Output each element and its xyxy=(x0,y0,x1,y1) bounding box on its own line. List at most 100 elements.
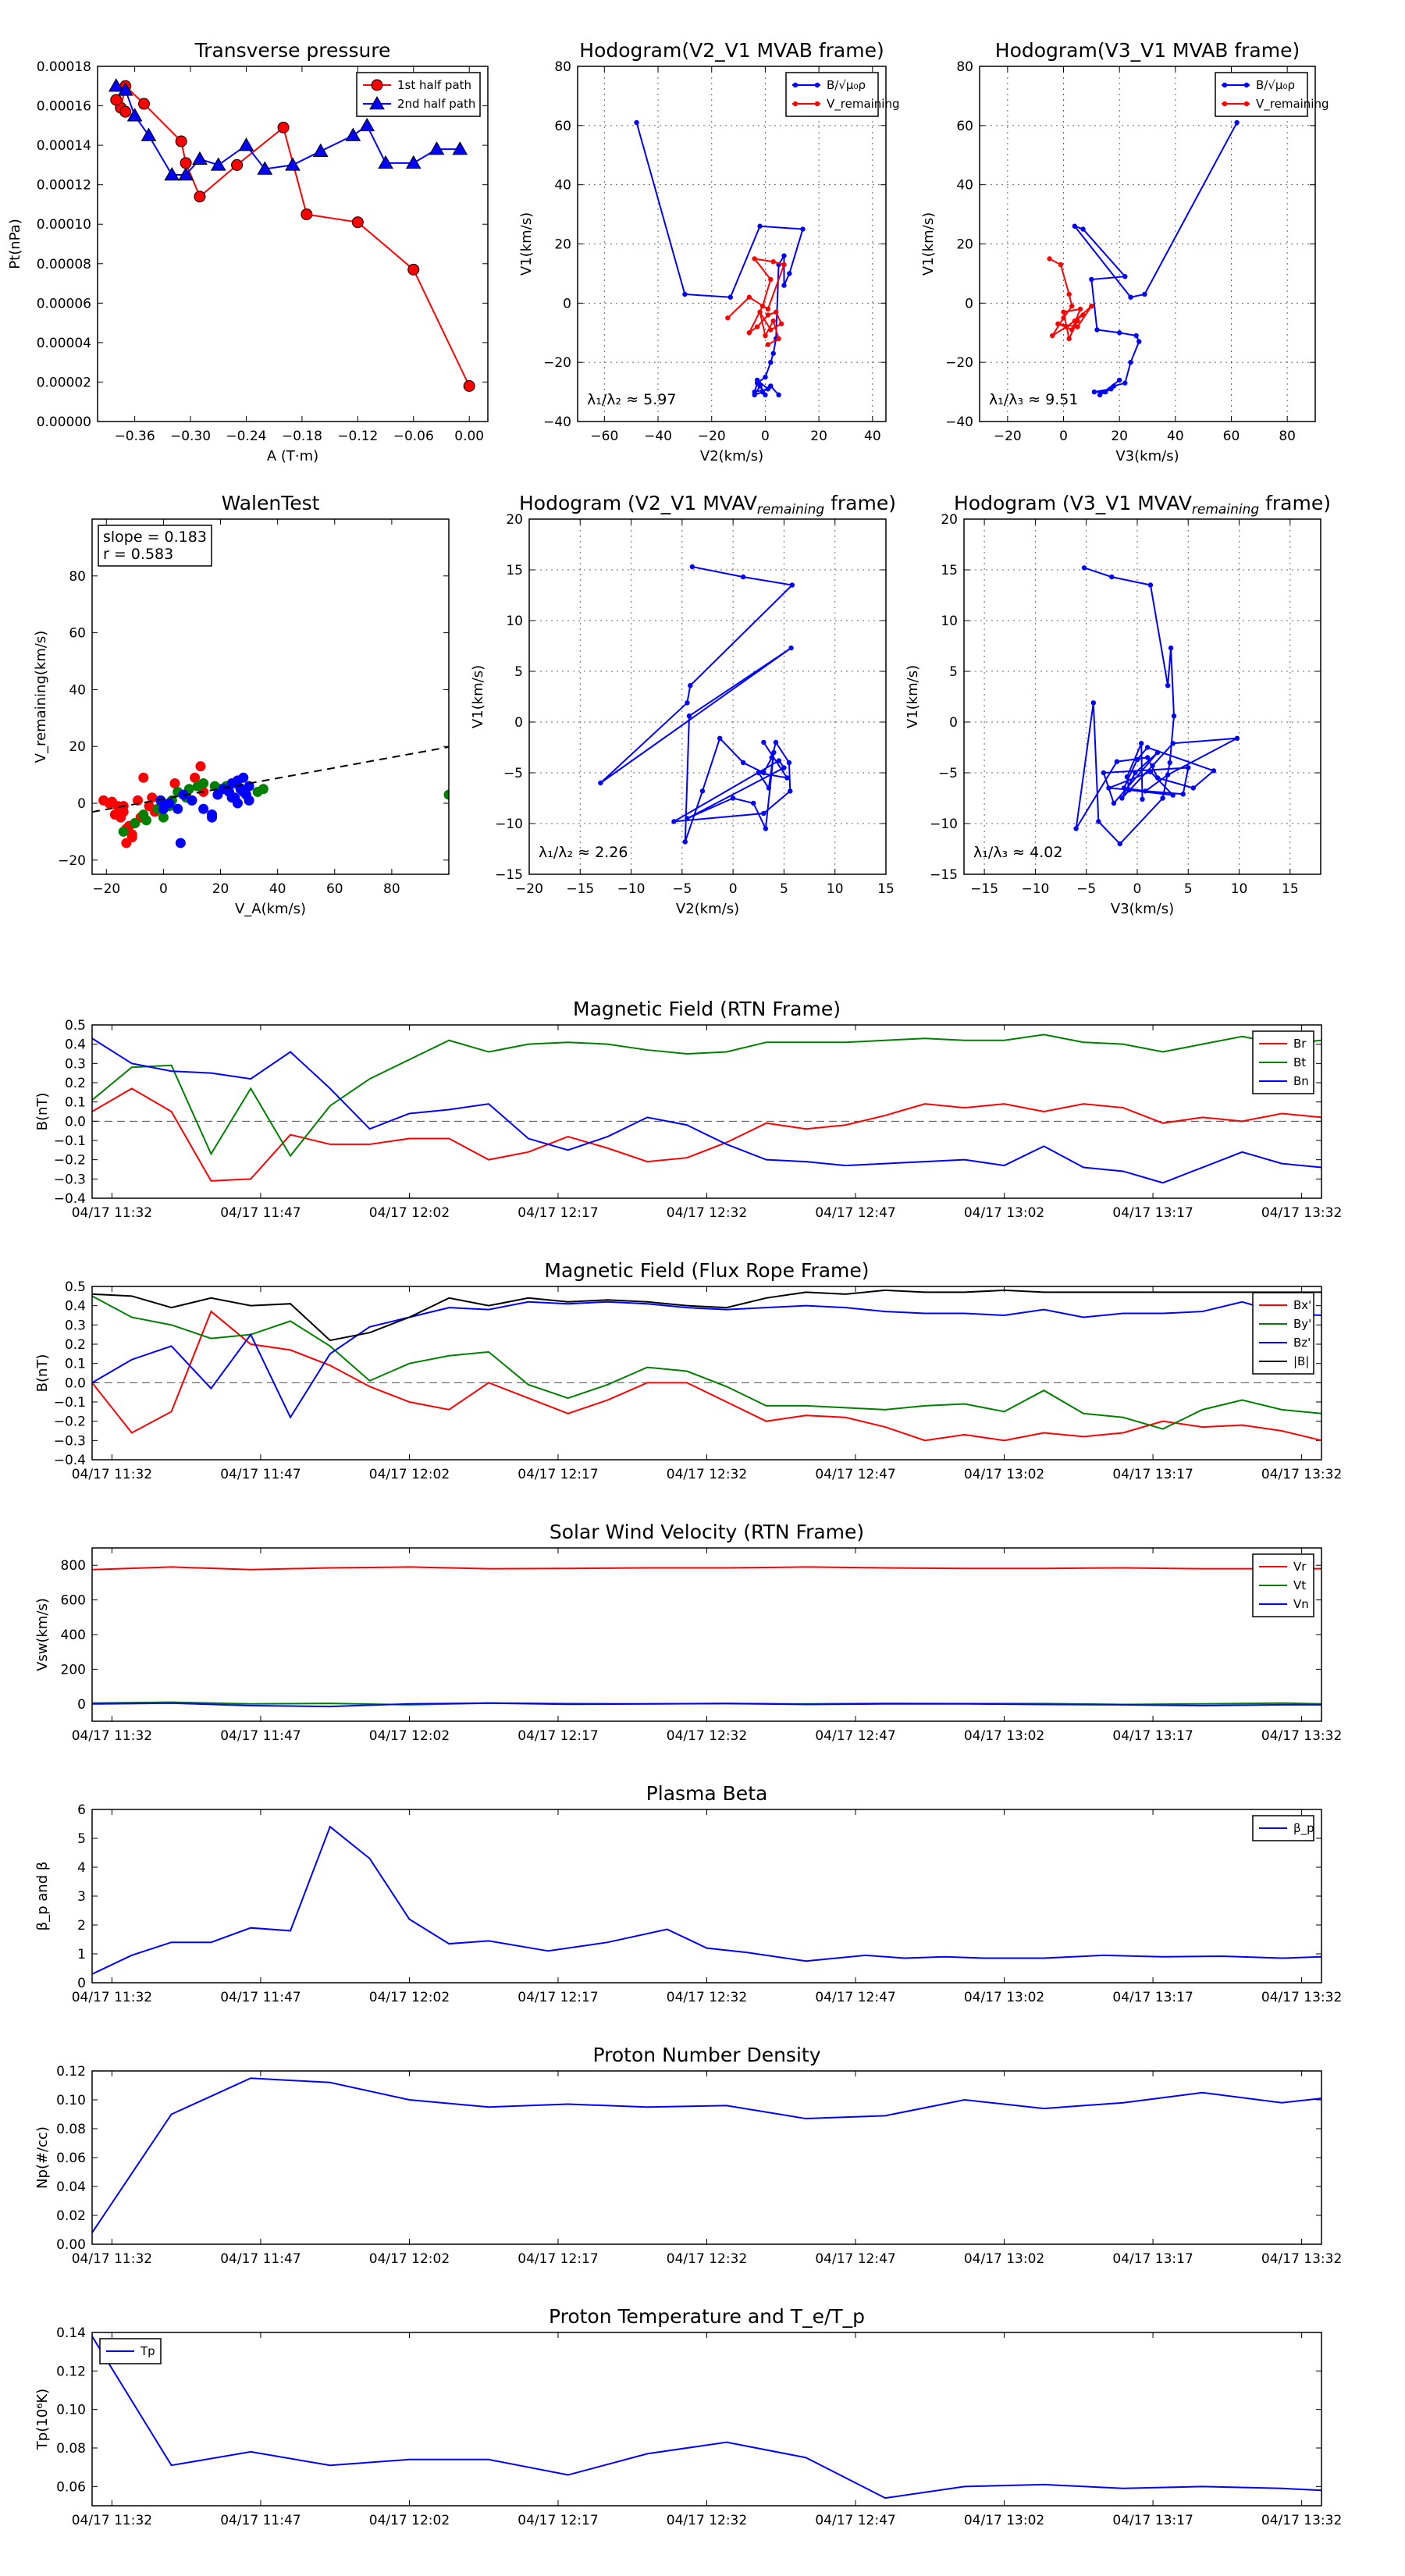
hodogram-v2v1-mvab-series-1-point xyxy=(773,309,779,315)
proton-density-title: Proton Number Density xyxy=(593,2044,821,2066)
hodogram-v3v1-mvab-series-1-point xyxy=(1066,291,1072,297)
mag-fluxrope-ytick-label: 0.0 xyxy=(65,1375,86,1391)
hodogram-v3v1-mvav-series-0-point xyxy=(1168,645,1174,651)
walen-test-series-2-point xyxy=(226,792,237,803)
transverse-pressure-ytick-label: 0.00016 xyxy=(37,99,91,115)
mag-fluxrope-series-2-line xyxy=(92,1300,1321,1419)
proton-density-ytick-label: 0.04 xyxy=(56,2179,86,2195)
hodogram-v2v1-mvab-ytick-label: 40 xyxy=(554,178,571,194)
hodogram-v3v1-mvav-series-0-point xyxy=(1081,565,1087,571)
hodogram-v3v1-mvab-series-1-point xyxy=(1066,336,1072,342)
solar-wind-ylabel: Vsw(km/s) xyxy=(34,1598,51,1671)
transverse-pressure-xtick-label: −0.18 xyxy=(282,429,322,444)
mag-fluxrope-xtick-label: 04/17 13:17 xyxy=(1112,1467,1193,1482)
transverse-pressure-series-1-point xyxy=(452,141,468,155)
hodogram-v2v1-mvab-series-0-point xyxy=(757,223,763,229)
hodogram-v2v1-mvav-xtick-label: −5 xyxy=(672,881,692,897)
transverse-pressure-series-0-point xyxy=(138,98,151,110)
plasma-beta-ytick-label: 5 xyxy=(77,1831,86,1847)
hodogram-v3v1-mvab-xtick-label: 40 xyxy=(1167,429,1184,444)
hodogram-v3v1-mvab-ytick-label: 80 xyxy=(956,59,973,75)
solar-wind-frame xyxy=(91,1547,1322,1722)
hodogram-v3v1-mvav-plot-area xyxy=(1073,565,1240,847)
hodogram-v3v1-mvab-series-1-point xyxy=(1075,318,1080,324)
transverse-pressure-legend-marker-1 xyxy=(369,95,385,110)
hodogram-v3v1-mvab-series-0-point xyxy=(1133,333,1139,339)
hodogram-v2v1-mvav-plot-area xyxy=(598,564,795,845)
hodogram-v3v1-mvab-series-0-point xyxy=(1091,389,1097,395)
hodogram-v3v1-mvab-ytick-label: −20 xyxy=(945,355,973,371)
transverse-pressure-series-1-point xyxy=(405,155,422,169)
hodogram-v2v1-mvab-annotation: λ₁/λ₂ ≈ 5.97 xyxy=(587,391,676,408)
hodogram-v3v1-mvav-title: Hodogram (V3_V1 MVAVremaining frame) xyxy=(954,492,1331,518)
hodogram-v2v1-mvav-ytick-label: 0 xyxy=(514,715,523,731)
transverse-pressure-ytick-label: 0.00008 xyxy=(37,257,91,272)
plasma-beta-ylabel: β_p and β xyxy=(34,1862,51,1931)
hodogram-v2v1-mvav-chart: Hodogram (V2_V1 MVAVremaining frame)−20−… xyxy=(470,492,896,917)
hodogram-v3v1-mvab-series-0-point xyxy=(1142,291,1147,297)
hodogram-v3v1-mvab-plot-area xyxy=(1047,119,1240,398)
walen-test-series-2-point xyxy=(187,795,197,806)
hodogram-v3v1-mvab-series-0-point xyxy=(1108,386,1114,392)
mag-rtn-ytick-label: 0.5 xyxy=(65,1018,86,1034)
mag-fluxrope-xtick-label: 04/17 12:02 xyxy=(369,1467,450,1482)
hodogram-v2v1-mvab-series-0-point xyxy=(781,283,787,288)
walen-test-series-1-point xyxy=(138,809,149,820)
proton-temperature-plot-area xyxy=(92,2336,1321,2500)
hodogram-v3v1-mvav-series-0-point xyxy=(1138,741,1144,746)
proton-density-ytick-label: 0.06 xyxy=(56,2151,86,2166)
hodogram-v3v1-mvav-series-0-point xyxy=(1160,795,1165,801)
plasma-beta-title-text: Plasma Beta xyxy=(646,1782,768,1805)
hodogram-v2v1-mvav-xtick-label: 10 xyxy=(827,881,844,897)
solar-wind-xtick-label: 04/17 13:02 xyxy=(964,1728,1044,1744)
hodogram-v2v1-mvav-series-0-point xyxy=(751,800,756,806)
hodogram-v3v1-mvab-series-0-point xyxy=(1122,380,1128,386)
solar-wind-legend-label: Vt xyxy=(1293,1578,1306,1592)
hodogram-v2v1-mvab-legend-label: B/√μ₀ρ xyxy=(827,78,866,92)
hodogram-v2v1-mvab-series-1-point xyxy=(746,330,752,336)
hodogram-v2v1-mvav-frame xyxy=(528,518,887,875)
hodogram-v2v1-mvab-xtick-label: −40 xyxy=(644,429,672,444)
hodogram-v3v1-mvab-series-1-point xyxy=(1047,256,1052,262)
hodogram-v2v1-mvav-series-0-point xyxy=(788,645,794,651)
hodogram-v2v1-mvab-series-1-point xyxy=(752,256,757,262)
hodogram-v3v1-mvav-ytick-label: 5 xyxy=(949,664,958,680)
mag-rtn-xtick-label: 04/17 12:32 xyxy=(667,1205,747,1221)
transverse-pressure-series-1-point xyxy=(210,157,226,171)
mag-rtn-ytick-label: 0.4 xyxy=(65,1037,86,1053)
hodogram-v3v1-mvav-title-sub: remaining xyxy=(1192,502,1259,518)
walen-test-series-2-point xyxy=(164,798,175,809)
hodogram-v3v1-mvab-xlabel: V3(km/s) xyxy=(1115,448,1179,464)
hodogram-v3v1-mvab-ytick-label: 20 xyxy=(956,237,973,253)
hodogram-v3v1-mvab-legend-marker-0 xyxy=(1222,82,1228,88)
proton-density-ytick-label: 0.10 xyxy=(56,2093,86,2108)
transverse-pressure-series-0-point xyxy=(407,263,420,276)
hodogram-v2v1-mvav-series-0-point xyxy=(741,760,746,766)
proton-temperature-ytick-label: 0.12 xyxy=(56,2364,86,2379)
hodogram-v2v1-mvab-legend-box xyxy=(785,72,879,117)
hodogram-v2v1-mvab-series-1-point xyxy=(746,294,752,300)
hodogram-v3v1-mvab-series-1-point xyxy=(1058,262,1064,268)
hodogram-v3v1-mvab-series-0-point xyxy=(1116,377,1122,383)
mag-fluxrope-series-1-line xyxy=(92,1295,1321,1430)
hodogram-v2v1-mvab-series-0-point xyxy=(759,389,766,395)
plasma-beta-ytick-label: 3 xyxy=(77,1889,86,1905)
mag-fluxrope-title: Magnetic Field (Flux Rope Frame) xyxy=(544,1259,869,1282)
mag-fluxrope-ytick-label: −0.3 xyxy=(54,1433,86,1449)
walen-test-series-0-point xyxy=(109,809,120,820)
walen-test-series-0-point xyxy=(138,772,149,783)
hodogram-v2v1-mvab-series-1-point xyxy=(776,336,781,342)
solar-wind-xtick-label: 04/17 13:17 xyxy=(1112,1728,1193,1744)
hodogram-v3v1-mvav-series-0-point xyxy=(1167,760,1172,766)
mag-fluxrope-ytick-label: 0.2 xyxy=(65,1337,86,1353)
hodogram-v3v1-mvav-series-0-point xyxy=(1144,755,1151,760)
walen-test-xtick-label: 80 xyxy=(383,881,400,897)
proton-temperature-xtick-label: 04/17 13:32 xyxy=(1261,2513,1342,2528)
transverse-pressure-chart: Transverse pressure−0.36 −0.30 −0.24 −0.18−… xyxy=(7,39,489,464)
hodogram-v3v1-mvav-ytick-label: −5 xyxy=(938,766,958,781)
hodogram-v2v1-mvav-ylabel: V1(km/s) xyxy=(470,665,486,728)
walen-test-series-2-point xyxy=(173,803,183,814)
hodogram-v3v1-mvab-xtick-label: −20 xyxy=(994,429,1022,444)
hodogram-v2v1-mvab-title: Hodogram(V2_V1 MVAB frame) xyxy=(579,39,884,62)
mag-fluxrope-xtick-label: 04/17 11:32 xyxy=(72,1467,152,1482)
